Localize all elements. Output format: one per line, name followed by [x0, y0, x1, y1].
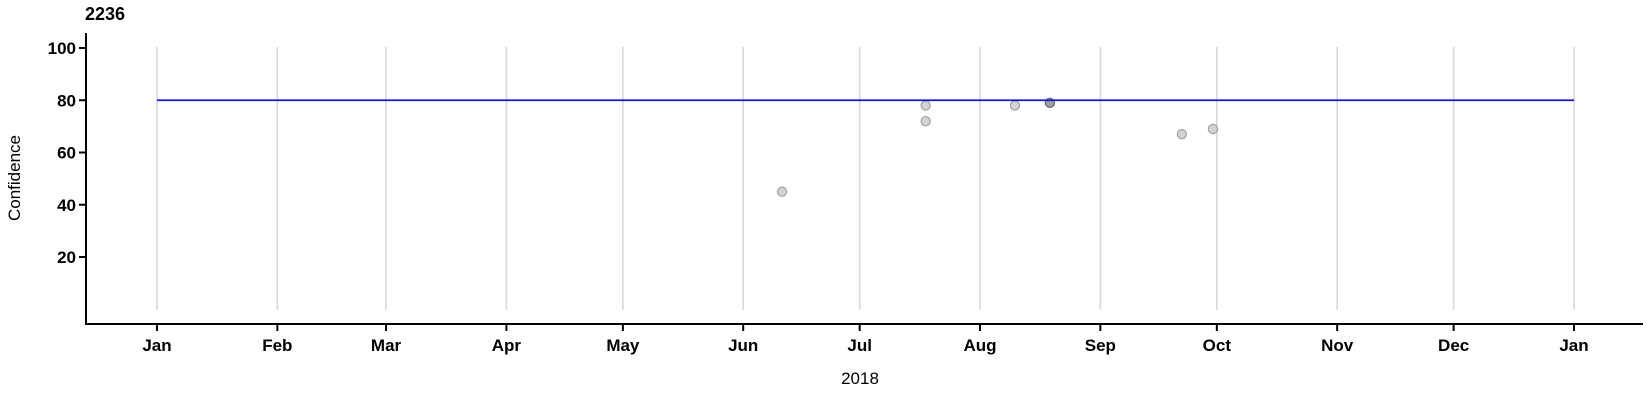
x-tick-label: Jul	[847, 336, 872, 355]
x-tick-label: Sep	[1085, 336, 1116, 355]
data-point	[1207, 123, 1219, 135]
y-tick-label: 100	[48, 39, 76, 58]
x-tick-label: Feb	[262, 336, 292, 355]
y-tick-label: 20	[57, 248, 76, 267]
x-tick-label: Mar	[371, 336, 402, 355]
data-point	[920, 100, 931, 111]
x-tick-label: Oct	[1203, 336, 1232, 355]
x-tick-label: Jun	[728, 336, 758, 355]
x-tick-label: Apr	[492, 336, 522, 355]
chart-title: 2236	[85, 4, 126, 24]
data-point	[776, 186, 788, 197]
y-tick-label: 80	[57, 91, 76, 110]
x-tick-label: May	[606, 336, 640, 355]
x-tick-label: Dec	[1438, 336, 1469, 355]
y-tick-label: 60	[57, 144, 76, 163]
y-tick-label: 40	[57, 196, 76, 215]
data-point	[920, 115, 931, 127]
x-tick-label: Aug	[964, 336, 997, 355]
x-tick-label: Jan	[1559, 336, 1588, 355]
data-point	[1176, 129, 1188, 140]
x-tick-label: Nov	[1321, 336, 1354, 355]
x-axis-title: 2018	[841, 369, 879, 388]
x-tick-label: Jan	[142, 336, 171, 355]
y-axis-title: Confidence	[5, 135, 24, 222]
data-point	[1009, 100, 1021, 111]
